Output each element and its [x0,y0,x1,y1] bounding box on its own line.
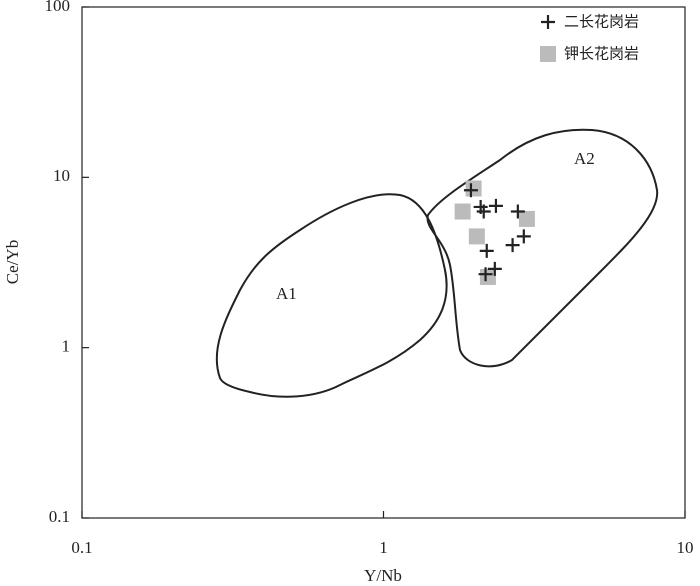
legend-text: 二长花岗岩 [564,13,639,31]
point [505,238,520,253]
point [468,228,485,245]
point [479,243,494,258]
plot-frame [81,6,686,519]
field-a1 [215,193,448,398]
point [518,210,535,227]
point [463,183,478,198]
field-a2 [426,128,659,368]
point [479,268,496,285]
annotation: A1 [276,284,297,303]
annotation: A2 [574,149,595,168]
y-tick-label: 10 [53,166,70,185]
point [454,203,471,220]
point [476,204,491,219]
point [510,204,525,219]
y-tick-label: 0.1 [49,507,70,526]
point [488,198,503,213]
y-axis-label: Ce/Yb [3,240,22,284]
point [487,261,502,276]
y-tick-label: 100 [45,0,71,15]
x-axis-label: Y/Nb [364,566,402,585]
legend-marker [541,15,555,29]
x-tick-label: 0.1 [71,538,92,557]
point [516,229,531,244]
y-tick-label: 1 [62,337,71,356]
point [478,267,493,282]
x-tick-label: 10 [677,538,694,557]
legend-text: 钾长花岗岩 [564,45,639,63]
legend-marker [540,46,556,62]
point [465,180,482,197]
x-tick-label: 1 [379,538,388,557]
